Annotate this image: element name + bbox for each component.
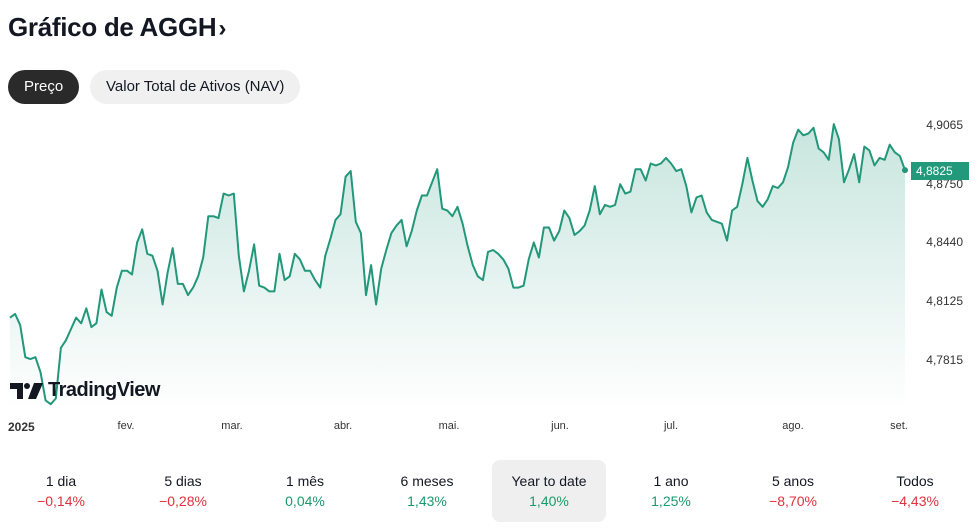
period-change: 1,43% — [407, 493, 447, 509]
period-selector: 1 dia −0,14% 5 dias −0,28% 1 mês 0,04% 6 me… — [0, 460, 977, 522]
period-change: 0,04% — [285, 493, 325, 509]
period-change: −4,43% — [891, 493, 939, 509]
period-1y[interactable]: 1 ano 1,25% — [610, 460, 732, 522]
period-label: Todos — [896, 473, 934, 489]
period-5y[interactable]: 5 anos −8,70% — [732, 460, 854, 522]
x-tick: mai. — [438, 420, 460, 432]
period-5d[interactable]: 5 dias −0,28% — [122, 460, 244, 522]
x-tick: jun. — [551, 420, 569, 432]
price-line — [9, 123, 906, 406]
tradingview-icon — [10, 382, 43, 399]
x-tick: set. — [890, 420, 908, 432]
period-all[interactable]: Todos −4,43% — [854, 460, 976, 522]
title-text: Gráfico de AGGH — [8, 12, 217, 42]
period-label: 1 dia — [45, 473, 77, 489]
y-tick: 4,8750 — [926, 177, 963, 191]
page-title[interactable]: Gráfico de AGGH› — [8, 12, 226, 43]
x-tick: ago. — [782, 420, 804, 432]
period-label: Year to date — [511, 473, 587, 489]
period-change: 1,25% — [651, 493, 691, 509]
last-price-dot — [902, 167, 908, 174]
chevron-right-icon: › — [218, 15, 227, 42]
price-area — [10, 124, 905, 410]
period-change: 1,40% — [529, 493, 569, 509]
price-chart[interactable] — [0, 110, 977, 420]
x-tick: 2025 — [8, 420, 35, 434]
period-label: 1 mês — [285, 473, 325, 489]
tab-nav[interactable]: Valor Total de Ativos (NAV) — [90, 70, 301, 104]
x-tick: abr. — [333, 420, 353, 432]
tradingview-logo[interactable]: TradingView — [10, 379, 160, 402]
period-label: 6 meses — [400, 473, 454, 489]
period-change: −0,14% — [37, 493, 85, 509]
x-tick: fev. — [117, 420, 135, 432]
last-price-badge: 4,8825 — [911, 162, 969, 180]
period-label: 5 anos — [771, 473, 815, 489]
period-change: −8,70% — [769, 493, 817, 509]
period-label: 1 ano — [653, 473, 689, 489]
tab-price[interactable]: Preço — [8, 70, 80, 104]
y-tick: 4,9065 — [926, 118, 963, 132]
period-1d[interactable]: 1 dia −0,14% — [0, 460, 122, 522]
period-1m[interactable]: 1 mês 0,04% — [244, 460, 366, 522]
x-tick: jul. — [663, 420, 679, 432]
y-tick: 4,8125 — [926, 294, 963, 308]
period-ytd[interactable]: Year to date 1,40% — [492, 460, 606, 522]
logo-text: TradingView — [48, 379, 160, 401]
period-label: 5 dias — [164, 473, 202, 489]
period-change: −0,28% — [159, 493, 207, 509]
y-tick: 4,7815 — [926, 353, 963, 367]
period-6m[interactable]: 6 meses 1,43% — [366, 460, 488, 522]
y-tick: 4,8440 — [926, 235, 963, 249]
x-tick: mar. — [221, 420, 243, 432]
